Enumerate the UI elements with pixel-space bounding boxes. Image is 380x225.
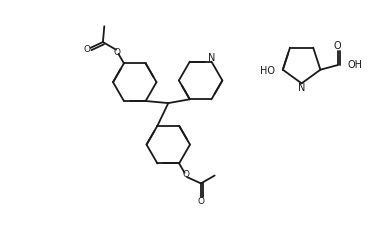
Text: OH: OH (348, 60, 363, 70)
Text: O: O (198, 197, 204, 206)
Text: O: O (83, 45, 90, 54)
Text: O: O (182, 170, 189, 179)
Text: N: N (208, 53, 215, 63)
Text: N: N (298, 83, 305, 93)
Text: O: O (114, 48, 121, 57)
Text: HO: HO (260, 66, 274, 76)
Text: O: O (334, 41, 341, 51)
